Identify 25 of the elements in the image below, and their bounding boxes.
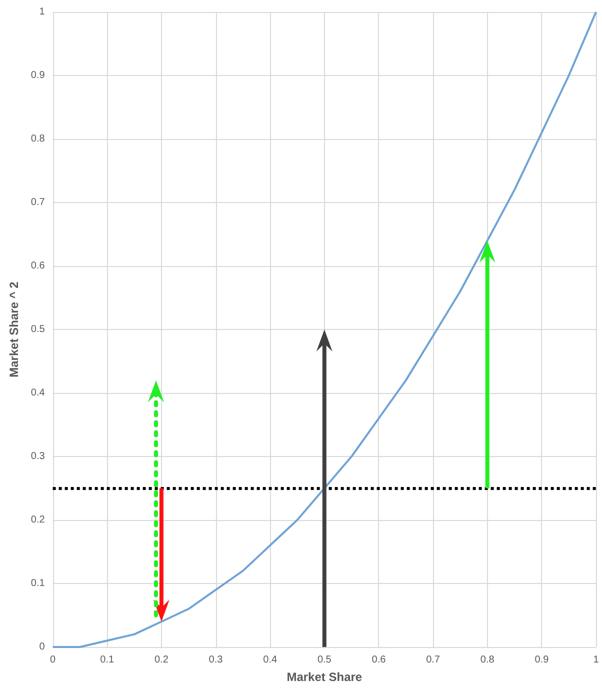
line-series [52, 11, 597, 648]
x-tick-label: 0.7 [426, 654, 440, 666]
x-tick-label: 0.8 [480, 654, 495, 666]
x-tick-label: 0.1 [100, 654, 115, 666]
y-tick-label: 1 [39, 6, 46, 18]
y-tick-label: 0.4 [30, 388, 46, 398]
x-tick-label: 0.6 [372, 654, 386, 666]
x-tick-label: 0.3 [208, 654, 224, 666]
x-tick-label: 0.2 [154, 654, 169, 666]
x-tick-label: 0.5 [317, 654, 332, 666]
x-tick-label: 1 [593, 654, 600, 666]
y-tick-label: 0.2 [30, 514, 46, 526]
y-tick-label: 0.6 [30, 260, 46, 272]
y-tick-label: 0.9 [30, 70, 46, 81]
y-tick-label: 0.3 [30, 451, 46, 462]
x-tick-label: 0.9 [534, 654, 550, 666]
y-tick-label: 0 [39, 642, 46, 652]
y-axis-title: Market Share ^ 2 [7, 281, 21, 378]
y-tick-label: 0.8 [30, 134, 46, 144]
x-tick-label: 0.4 [263, 654, 278, 666]
y-tick-label: 0.7 [30, 197, 46, 208]
y-tick-label: 0.5 [30, 324, 46, 335]
x-axis-title: Market Share [286, 670, 362, 684]
y-tick-label: 0.1 [30, 578, 46, 589]
x-tick-label: 0 [50, 654, 56, 666]
